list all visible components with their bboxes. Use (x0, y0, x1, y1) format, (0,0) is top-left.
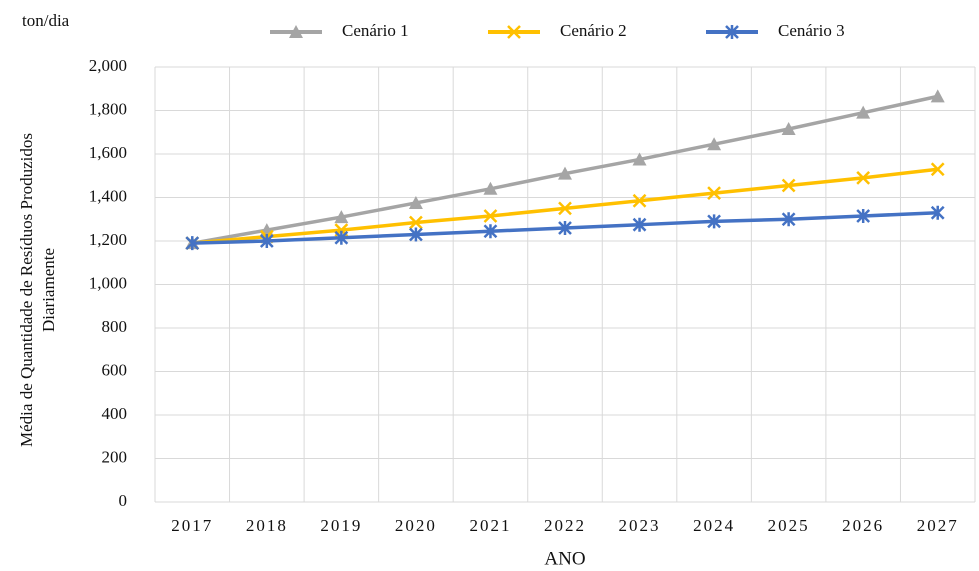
marker-shape (558, 201, 572, 216)
y-axis-title-line: Média de Quantidade de Resíduos Produzid… (17, 133, 36, 447)
y-tick-label: 800 (102, 317, 128, 336)
x-tick-label: 2027 (917, 516, 959, 535)
y-tick-label: 1,400 (89, 186, 127, 205)
x-tick-label: 2024 (693, 516, 735, 535)
x-tick-label: 2020 (395, 516, 437, 535)
y-tick-label: 400 (102, 404, 128, 423)
marker-shape (856, 208, 871, 223)
marker-shape (408, 195, 423, 209)
marker-shape (781, 121, 796, 135)
marker (408, 195, 423, 209)
y-tick-label: 1,000 (89, 273, 127, 292)
y-tick-label: 1,200 (89, 230, 127, 249)
y-tick-label: 200 (102, 447, 128, 466)
marker-shape (259, 234, 274, 248)
marker (558, 201, 572, 216)
marker (558, 220, 572, 235)
marker (409, 227, 423, 242)
marker-shape (483, 224, 498, 239)
marker (483, 224, 498, 239)
marker-shape (781, 212, 796, 227)
marker (930, 89, 945, 103)
marker-shape (409, 227, 423, 242)
marker-shape (409, 215, 423, 230)
marker-shape (856, 105, 871, 119)
y-axis-title-line: Diariamente (39, 248, 58, 332)
marker (632, 217, 647, 232)
marker-shape (632, 152, 647, 166)
x-tick-label: 2018 (246, 516, 288, 535)
marker-shape (632, 217, 647, 232)
y-tick-label: 1,600 (89, 143, 127, 162)
unit-label: ton/dia (22, 11, 70, 30)
y-tick-label: 600 (102, 360, 128, 379)
x-tick-label: 2022 (544, 516, 586, 535)
marker-shape (334, 230, 349, 245)
marker (707, 214, 721, 229)
marker (632, 193, 647, 208)
marker (856, 208, 871, 223)
x-tick-label: 2025 (768, 516, 810, 535)
x-tick-label: 2017 (171, 516, 213, 535)
marker (781, 212, 796, 227)
marker-shape (930, 89, 945, 103)
legend-label: Cenário 3 (778, 21, 845, 40)
y-tick-label: 2,000 (89, 56, 127, 75)
marker (856, 105, 871, 119)
x-tick-label: 2019 (320, 516, 362, 535)
marker-shape (558, 220, 572, 235)
marker (259, 234, 274, 248)
marker-shape (558, 166, 572, 180)
marker (483, 181, 498, 195)
marker-shape (483, 209, 498, 223)
marker-shape (334, 210, 349, 224)
marker-shape (507, 25, 521, 39)
marker (781, 121, 796, 135)
marker-shape (185, 236, 200, 251)
marker-shape (930, 205, 945, 220)
marker (185, 236, 200, 251)
legend-label: Cenário 1 (342, 21, 409, 40)
marker (632, 152, 647, 166)
legend-label: Cenário 2 (560, 21, 627, 40)
marker (289, 25, 303, 38)
y-tick-label: 1,800 (89, 99, 127, 118)
marker (930, 162, 945, 177)
marker-shape (707, 214, 721, 229)
x-axis-title: ANO (544, 548, 585, 569)
marker (725, 25, 739, 39)
y-tick-label: 0 (119, 491, 128, 510)
marker-shape (856, 171, 871, 185)
marker (334, 210, 349, 224)
marker-shape (289, 25, 303, 38)
marker (707, 137, 722, 151)
marker (483, 209, 498, 223)
marker-shape (930, 162, 945, 177)
marker (507, 25, 521, 39)
marker (558, 166, 572, 180)
marker-shape (781, 178, 796, 193)
marker-shape (632, 193, 647, 208)
marker (930, 205, 945, 220)
marker (707, 186, 721, 201)
marker-shape (725, 25, 739, 39)
marker (334, 230, 349, 245)
x-tick-label: 2021 (469, 516, 511, 535)
marker-shape (707, 137, 722, 151)
marker-shape (483, 181, 498, 195)
y-axis-title: Média de Quantidade de Resíduos Produzid… (17, 133, 58, 447)
marker (856, 171, 871, 185)
marker (409, 215, 423, 230)
marker-shape (707, 186, 721, 201)
x-tick-label: 2026 (842, 516, 884, 535)
marker (781, 178, 796, 193)
x-tick-label: 2023 (619, 516, 661, 535)
